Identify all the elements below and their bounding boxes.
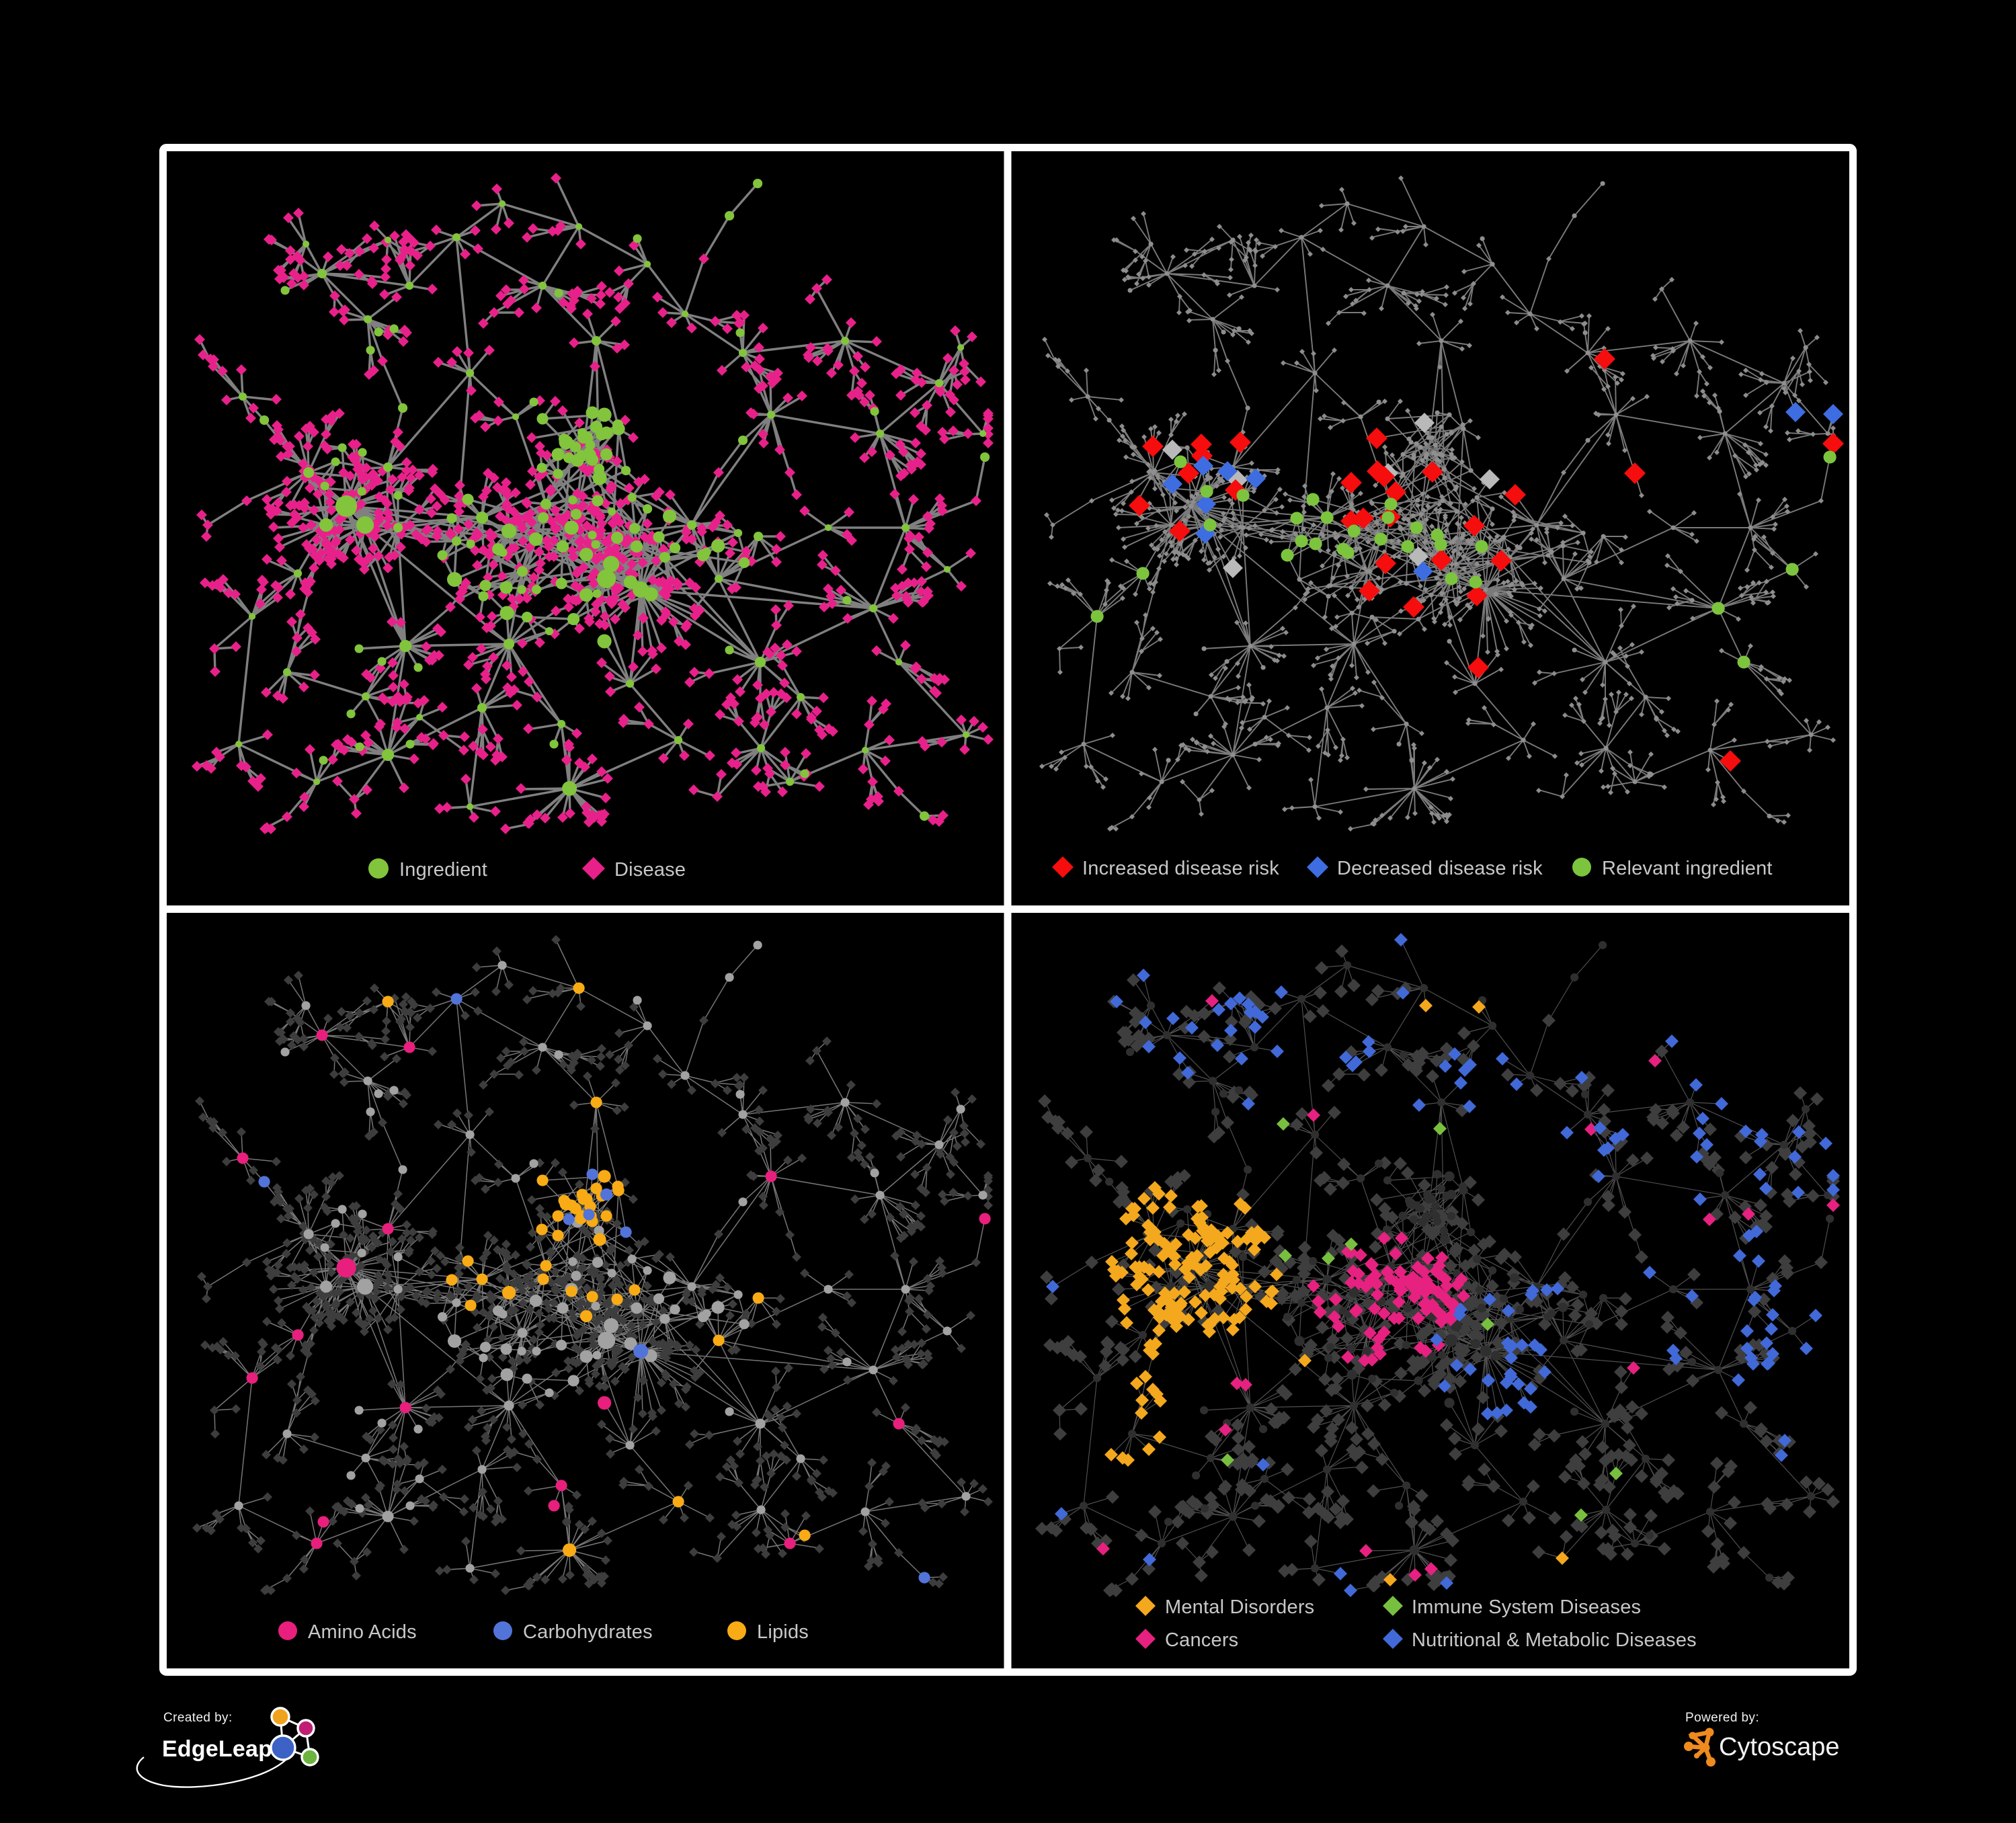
svg-text:Ingredient: Ingredient xyxy=(399,859,487,881)
svg-text:Relevant ingredient: Relevant ingredient xyxy=(1602,858,1773,879)
svg-text:Immune System Diseases: Immune System Diseases xyxy=(1412,1596,1641,1618)
svg-text:Carbohydrates: Carbohydrates xyxy=(523,1621,653,1643)
svg-text:Disease: Disease xyxy=(614,859,686,881)
svg-text:Nutritional & Metabolic Diseas: Nutritional & Metabolic Diseases xyxy=(1412,1629,1697,1651)
svg-text:Created by:: Created by: xyxy=(163,1711,233,1725)
svg-text:Cytoscape: Cytoscape xyxy=(1719,1733,1840,1761)
svg-text:Powered by:: Powered by: xyxy=(1685,1711,1759,1725)
svg-text:Amino Acids: Amino Acids xyxy=(308,1621,417,1643)
svg-text:Decreased disease risk: Decreased disease risk xyxy=(1337,858,1543,879)
svg-text:Lipids: Lipids xyxy=(757,1621,809,1643)
svg-text:Increased disease risk: Increased disease risk xyxy=(1082,858,1279,879)
svg-text:EdgeLeap: EdgeLeap xyxy=(162,1736,272,1762)
svg-text:Cancers: Cancers xyxy=(1165,1629,1238,1651)
svg-text:Mental Disorders: Mental Disorders xyxy=(1165,1596,1314,1618)
